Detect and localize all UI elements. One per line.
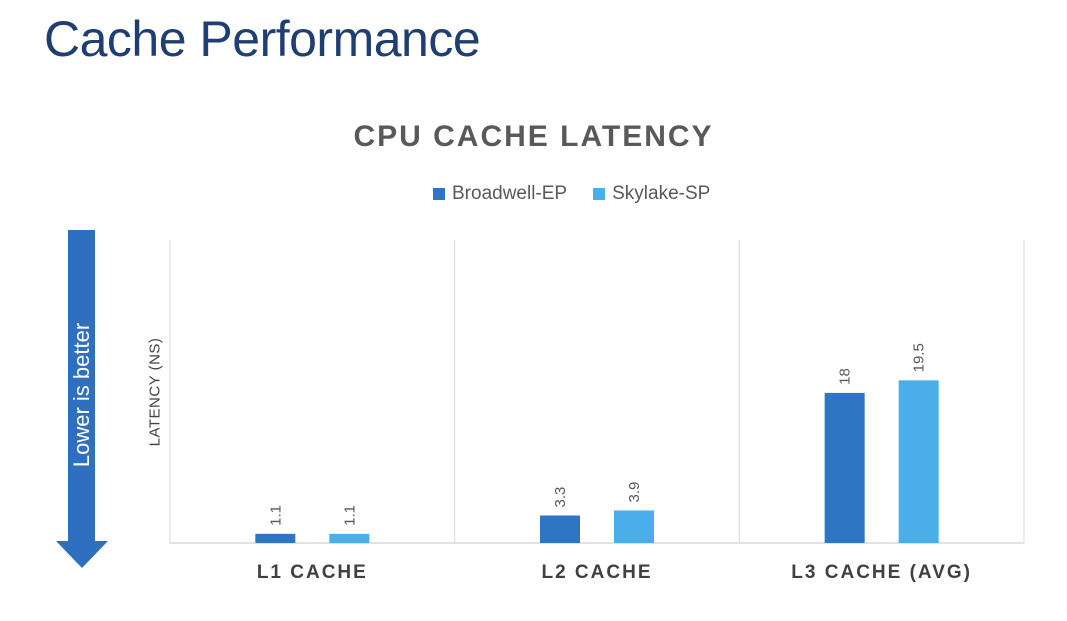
legend-label-skylake: Skylake-SP <box>612 183 711 204</box>
data-label: 18 <box>837 368 854 385</box>
bar-skylake-sp-2 <box>898 380 939 543</box>
page-title: Cache Performance <box>44 11 481 67</box>
x-tick-label: L3 CACHE (AVG) <box>791 562 972 583</box>
data-label: 1.1 <box>267 505 284 526</box>
bar-broadwell-ep-1 <box>540 515 580 543</box>
legend-item-skylake: Skylake-SP <box>593 183 710 205</box>
x-tick-label: L1 CACHE <box>257 562 368 583</box>
data-label: 19.5 <box>911 343 928 372</box>
legend-swatch-skylake <box>593 188 606 200</box>
bar-skylake-sp-0 <box>329 533 370 543</box>
data-label: 1.1 <box>341 505 358 526</box>
down-arrow-icon <box>56 230 108 568</box>
bar-broadwell-ep-2 <box>824 392 865 543</box>
bar-broadwell-ep-0 <box>255 533 296 543</box>
legend-label-broadwell: Broadwell-EP <box>452 183 568 204</box>
legend-item-broadwell: Broadwell-EP <box>433 183 567 205</box>
data-label: 3.3 <box>552 487 569 508</box>
x-tick-label: L2 CACHE <box>541 562 652 583</box>
legend-swatch-broadwell <box>433 188 445 200</box>
data-label: 3.9 <box>626 482 643 503</box>
bar-skylake-sp-1 <box>614 510 654 543</box>
chart-title: CPU CACHE LATENCY <box>353 120 714 153</box>
chart-legend: Broadwell-EP Skylake-SP <box>433 183 736 205</box>
